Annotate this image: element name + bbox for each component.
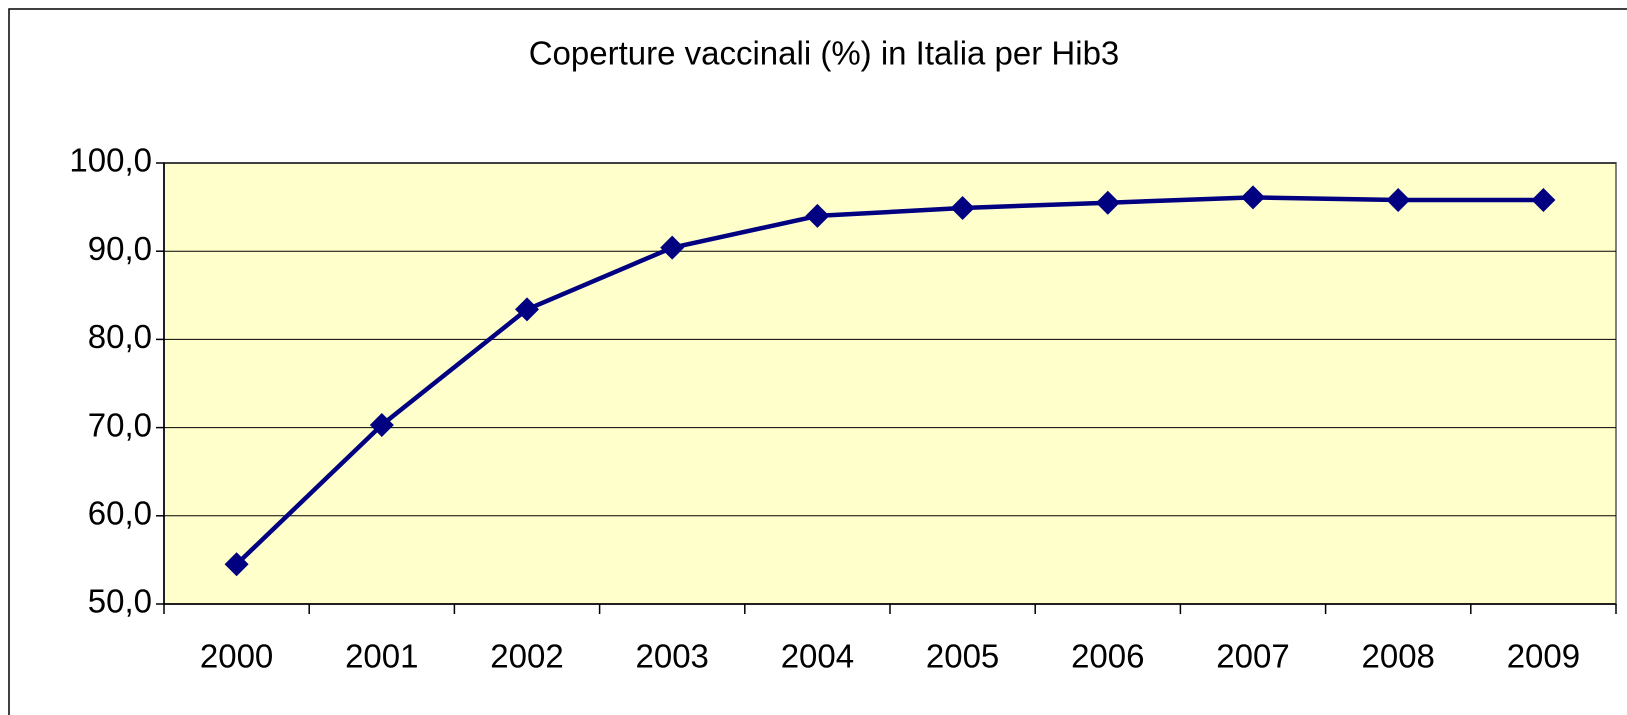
data-point [660, 235, 685, 260]
x-tick-label: 2006 [1071, 638, 1144, 675]
y-tick-label: 70,0 [88, 406, 152, 443]
data-point [1241, 185, 1265, 210]
x-tick-label: 2003 [635, 638, 708, 675]
x-tick-label: 2005 [926, 638, 999, 675]
x-tick-label: 2004 [781, 638, 854, 675]
series-line [235, 195, 1544, 566]
data-point [1095, 190, 1120, 215]
x-tick-label: 2002 [490, 638, 563, 675]
y-tick-label: 100,0 [69, 142, 152, 179]
data-point [224, 552, 249, 577]
data-point [515, 297, 539, 322]
data-point [805, 203, 830, 228]
x-tick-label: 2007 [1216, 638, 1289, 675]
data-point [950, 195, 975, 220]
data-point [1386, 188, 1411, 213]
x-tick-label: 2008 [1361, 638, 1434, 675]
chart-title: Coperture vaccinali (%) in Italia per Hi… [529, 35, 1120, 72]
plot-area [163, 162, 1617, 605]
y-tick-label: 80,0 [88, 318, 152, 355]
x-tick-label: 2001 [345, 638, 418, 675]
data-point [1531, 188, 1556, 213]
y-tick-label: 90,0 [88, 230, 152, 267]
data-point [369, 412, 394, 437]
y-tick-label: 60,0 [88, 495, 152, 532]
x-tick-label: 2000 [200, 638, 273, 675]
y-tick-label: 50,0 [88, 583, 152, 620]
x-tick-label: 2009 [1507, 638, 1580, 675]
